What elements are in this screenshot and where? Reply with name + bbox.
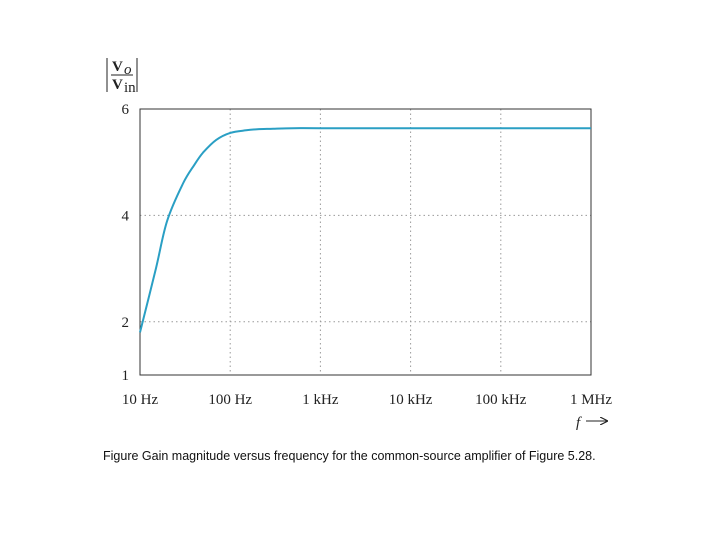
x-tick-label: 100 kHz [475,392,527,408]
y-tick-label: 2 [122,315,130,331]
y-tick-label: 4 [122,208,130,224]
x-tick-label: 100 Hz [208,392,252,408]
y-label-numerator: V [112,59,123,75]
x-tick-labels: 10 Hz 100 Hz 1 kHz 10 kHz 100 kHz 1 MHz [122,392,613,408]
y-axis-label: V o V in [106,58,138,96]
x-tick-label: 1 kHz [302,392,339,408]
x-label-text: f [576,415,582,431]
figure-caption: Figure Gain magnitude versus frequency f… [103,449,596,463]
y-tick-label: 6 [122,102,130,118]
y-label-denominator: V [112,77,123,93]
grid [140,109,591,375]
x-tick-label: 10 Hz [122,392,159,408]
gain-curve [139,127,591,333]
y-tick-label: 1 [122,368,130,384]
y-tick-labels: 1 2 4 6 [122,102,130,384]
plot-frame [139,108,592,376]
y-label-numerator-sub: o [124,62,132,78]
x-tick-label: 10 kHz [389,392,433,408]
x-tick-label: 1 MHz [570,392,612,408]
x-axis-label: f [576,415,607,431]
y-label-denominator-sub: in [124,80,136,96]
